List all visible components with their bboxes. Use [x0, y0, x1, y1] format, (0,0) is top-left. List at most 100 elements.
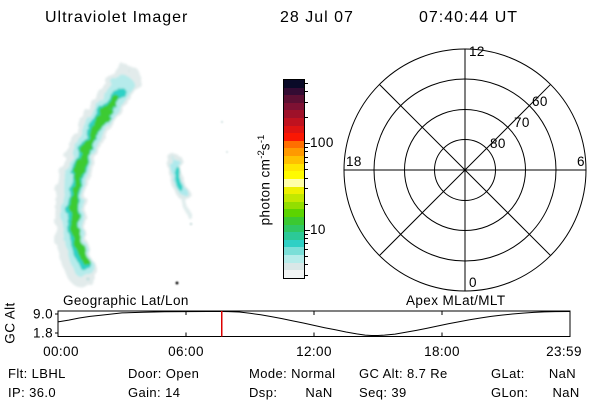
colorbar-block [284, 255, 304, 263]
colorbar-block [284, 178, 304, 187]
status-gc-alt: GC Alt: 8.7 Re [359, 366, 448, 381]
colorbar-minor-tick [305, 151, 308, 152]
status-flt: Flt: LBHL [8, 366, 66, 381]
status-gain: Gain: 14 [128, 385, 181, 400]
aurora-patch-tail [182, 196, 191, 218]
colorbar-block [284, 209, 304, 217]
polar-mlat-label: 80 [490, 136, 506, 151]
colorbar-block [284, 232, 304, 240]
colorbar-block [284, 156, 304, 164]
colorbar-minor-tick [305, 243, 308, 244]
colorbar-minor-tick [305, 234, 308, 235]
polar-mlt-label: 12 [469, 44, 485, 59]
colorbar-major-tick [305, 230, 310, 231]
colorbar-block [284, 247, 304, 256]
colorbar-minor-tick [305, 178, 308, 179]
colorbar-tick-label: 100 [310, 135, 334, 150]
aurora-patch-core [175, 167, 185, 192]
colorbar-minor-tick [305, 264, 308, 265]
colorbar-block [284, 140, 304, 149]
polar-spoke [379, 84, 551, 256]
colorbar-minor-tick [305, 238, 308, 239]
colorbar-tick-label: 10 [310, 222, 326, 237]
header-date: 28 Jul 07 [280, 9, 354, 26]
colorbar: 100 10 [283, 79, 333, 279]
aurora-speckle [127, 69, 131, 73]
status-dsp: Dsp: NaN [249, 385, 333, 400]
strip-x-label: 23:59 [546, 344, 582, 359]
strip-y-label: 1.8 [33, 326, 53, 341]
aurora-speckles [86, 69, 229, 285]
status-glon: GLon: NaN [491, 385, 580, 400]
polar-mlat-label: 70 [514, 115, 530, 130]
status-ip: IP: 36.0 [8, 385, 57, 400]
colorbar-block [284, 118, 304, 126]
strip-y-label: 9.0 [33, 307, 53, 322]
colorbar-block [284, 87, 304, 96]
colorbar-minor-tick [305, 83, 308, 84]
aurora-speckle [225, 150, 229, 154]
colorbar-block [284, 216, 304, 225]
colorbar-block [284, 224, 304, 233]
status-glat: GLat: NaN [491, 366, 577, 381]
status-mode: Mode: Normal [249, 366, 336, 381]
status-bar: Flt: LBHL Door: Open Mode: Normal GC Alt… [8, 366, 594, 400]
geographic-caption: Geographic Lat/Lon [63, 293, 189, 308]
polar-mlt-label: 0 [469, 275, 477, 290]
colorbar-minor-tick [305, 204, 308, 205]
page-title: Ultraviolet Imager [45, 9, 189, 26]
colorbar-minor-tick [305, 169, 308, 170]
polar-caption: Apex MLat/MLT [406, 293, 506, 308]
status-seq: Seq: 39 [359, 385, 407, 400]
colorbar-block [284, 171, 304, 179]
colorbar-unit-exp1: -1 [255, 134, 267, 144]
colorbar-blocks [283, 79, 305, 279]
colorbar-block [284, 262, 304, 271]
colorbar-block [284, 201, 304, 210]
strip-x-label: 18:00 [424, 344, 460, 359]
aurora-arc [54, 65, 191, 287]
colorbar-minor-tick [305, 157, 308, 158]
colorbar-block [284, 148, 304, 157]
colorbar-minor-tick [305, 275, 308, 276]
colorbar-minor-tick [305, 102, 308, 103]
aurora-speckle [220, 120, 224, 124]
colorbar-unit-label: photon cm-2s-1 [256, 135, 273, 226]
aurora-green-core [70, 95, 120, 265]
colorbar-minor-tick [305, 256, 308, 257]
gc-alt-curve [57, 311, 571, 336]
colorbar-block [284, 80, 304, 88]
colorbar-unit-base: photon cm [257, 158, 273, 226]
aurora-speckle [86, 277, 90, 281]
colorbar-block [284, 270, 304, 278]
colorbar-minor-tick [305, 117, 308, 118]
aurora-speckle [175, 281, 179, 285]
colorbar-block [284, 102, 304, 111]
colorbar-minor-tick [305, 188, 308, 189]
colorbar-unit-exp2: -2 [255, 150, 267, 159]
status-door: Door: Open [128, 366, 200, 381]
aurora-speckle [189, 222, 193, 226]
colorbar-block [284, 194, 304, 202]
colorbar-minor-tick [305, 162, 308, 163]
colorbar-major-tick [305, 143, 310, 144]
header-time: 07:40:44 UT [419, 9, 519, 26]
orbit-strip-chart: 00:00 06:00 12:00 18:00 23:59 9.0 1.8 [33, 307, 582, 360]
strip-x-label: 00:00 [43, 344, 79, 359]
colorbar-block [284, 110, 304, 119]
colorbar-minor-tick [305, 147, 308, 148]
colorbar-minor-tick [305, 249, 308, 250]
colorbar-unit-s: s [257, 143, 273, 151]
colorbar-block [284, 95, 304, 103]
colorbar-block [284, 186, 304, 195]
strip-x-label: 06:00 [168, 344, 204, 359]
colorbar-block [284, 133, 304, 141]
polar-mlt-label: 18 [346, 154, 362, 169]
colorbar-block [284, 239, 304, 248]
strip-x-label: 12:00 [296, 344, 332, 359]
colorbar-block [284, 125, 304, 134]
polar-mlt-label: 6 [577, 154, 585, 169]
polar-mlat-label: 60 [532, 94, 548, 109]
